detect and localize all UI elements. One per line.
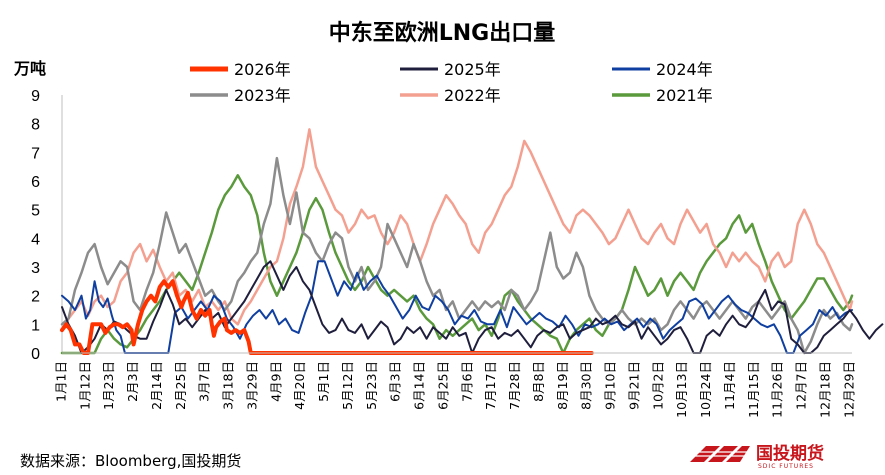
legend-label: 2021年 [656,86,713,105]
y-tick-label: 6 [31,174,40,191]
series-line-2025 [61,260,884,354]
x-tick-label: 10月2日 [650,361,665,410]
legend-label: 2025年 [444,60,501,79]
chart-title: 中东至欧洲LNG出口量 [329,20,556,46]
legend-item: 2021年 [612,86,713,105]
y-tick-label: 8 [31,117,40,134]
x-tick-label: 6月3日 [388,361,403,402]
x-tick-label: 3月18日 [221,361,236,410]
y-tick-label: 0 [31,346,40,363]
x-tick-label: 12月18日 [817,361,832,418]
x-tick-label: 8月30日 [579,361,594,410]
y-tick-label: 9 [31,88,40,105]
legend-label: 2026年 [234,60,291,79]
y-axis-unit: 万吨 [13,59,46,78]
x-tick-label: 6月25日 [435,361,450,410]
x-tick-label: 8月8日 [531,361,546,402]
x-tick-label: 12月7日 [794,361,809,410]
sdic-logo-icon [686,446,750,462]
legend-item: 2026年 [190,60,291,79]
x-tick-label: 12月29日 [841,361,856,418]
x-tick-label: 11月15日 [746,361,761,418]
x-tick-label: 5月23日 [364,361,379,410]
x-tick-label: 5月1日 [316,361,331,402]
y-tick-label: 7 [31,145,40,162]
series-line-2024 [61,260,853,354]
x-tick-label: 4月9日 [268,361,283,402]
y-axis: 0 1 2 3 4 5 6 7 8 9 [31,88,63,363]
x-tick-label: 7月28日 [507,361,522,410]
x-tick-label: 3月7日 [197,361,212,402]
x-tick-label: 1月23日 [101,361,116,410]
x-tick-label: 7月6日 [459,361,474,402]
x-tick-label: 2月3日 [125,361,140,402]
x-tick-label: 9月10日 [603,361,618,410]
x-tick-label: 9月21日 [626,361,641,410]
y-tick-label: 1 [31,317,40,334]
legend-item: 2025年 [400,60,501,79]
x-tick-label: 2月14日 [149,361,164,410]
x-tick-label: 4月20日 [292,361,307,410]
legend-item: 2022年 [400,86,501,105]
legend-label: 2022年 [444,86,501,105]
y-tick-label: 5 [31,203,40,220]
logo-text: 国投期货 [756,443,824,464]
x-tick-label: 11月4日 [722,361,737,410]
x-axis: 1月1日 1月12日 1月23日 2月3日 2月14日 2月25日 3月7日 3月18日 3月2… [54,352,856,418]
x-tick-label: 3月29日 [244,361,259,410]
legend-item: 2023年 [190,86,291,105]
logo-subtext: SDIC FUTURES [758,463,814,470]
y-tick-label: 3 [31,260,40,277]
series-lines [60,128,884,355]
x-tick-label: 11月26日 [770,361,785,418]
legend: 2026年 2025年 2024年 2023年 2022年 2021年 [190,60,713,105]
legend-label: 2023年 [234,86,291,105]
x-tick-label: 6月14日 [412,361,427,410]
x-tick-label: 7月17日 [483,361,498,410]
x-tick-label: 5月12日 [340,361,355,410]
series-line-2021 [60,174,854,355]
source-note: 数据来源：Bloomberg,国投期货 [20,452,241,470]
x-tick-label: 10月13日 [674,361,689,418]
sdic-logo: 国投期货 SDIC FUTURES [686,443,824,470]
x-tick-label: 2月25日 [173,361,188,410]
x-tick-label: 10月24日 [698,361,713,418]
legend-item: 2024年 [612,60,713,79]
x-tick-label: 1月12日 [77,361,92,410]
x-tick-label: 8月19日 [555,361,570,410]
y-tick-label: 2 [31,289,40,306]
y-tick-label: 4 [31,231,40,248]
x-tick-label: 1月1日 [54,361,69,402]
series-line-2022 [60,128,854,332]
legend-label: 2024年 [656,60,713,79]
